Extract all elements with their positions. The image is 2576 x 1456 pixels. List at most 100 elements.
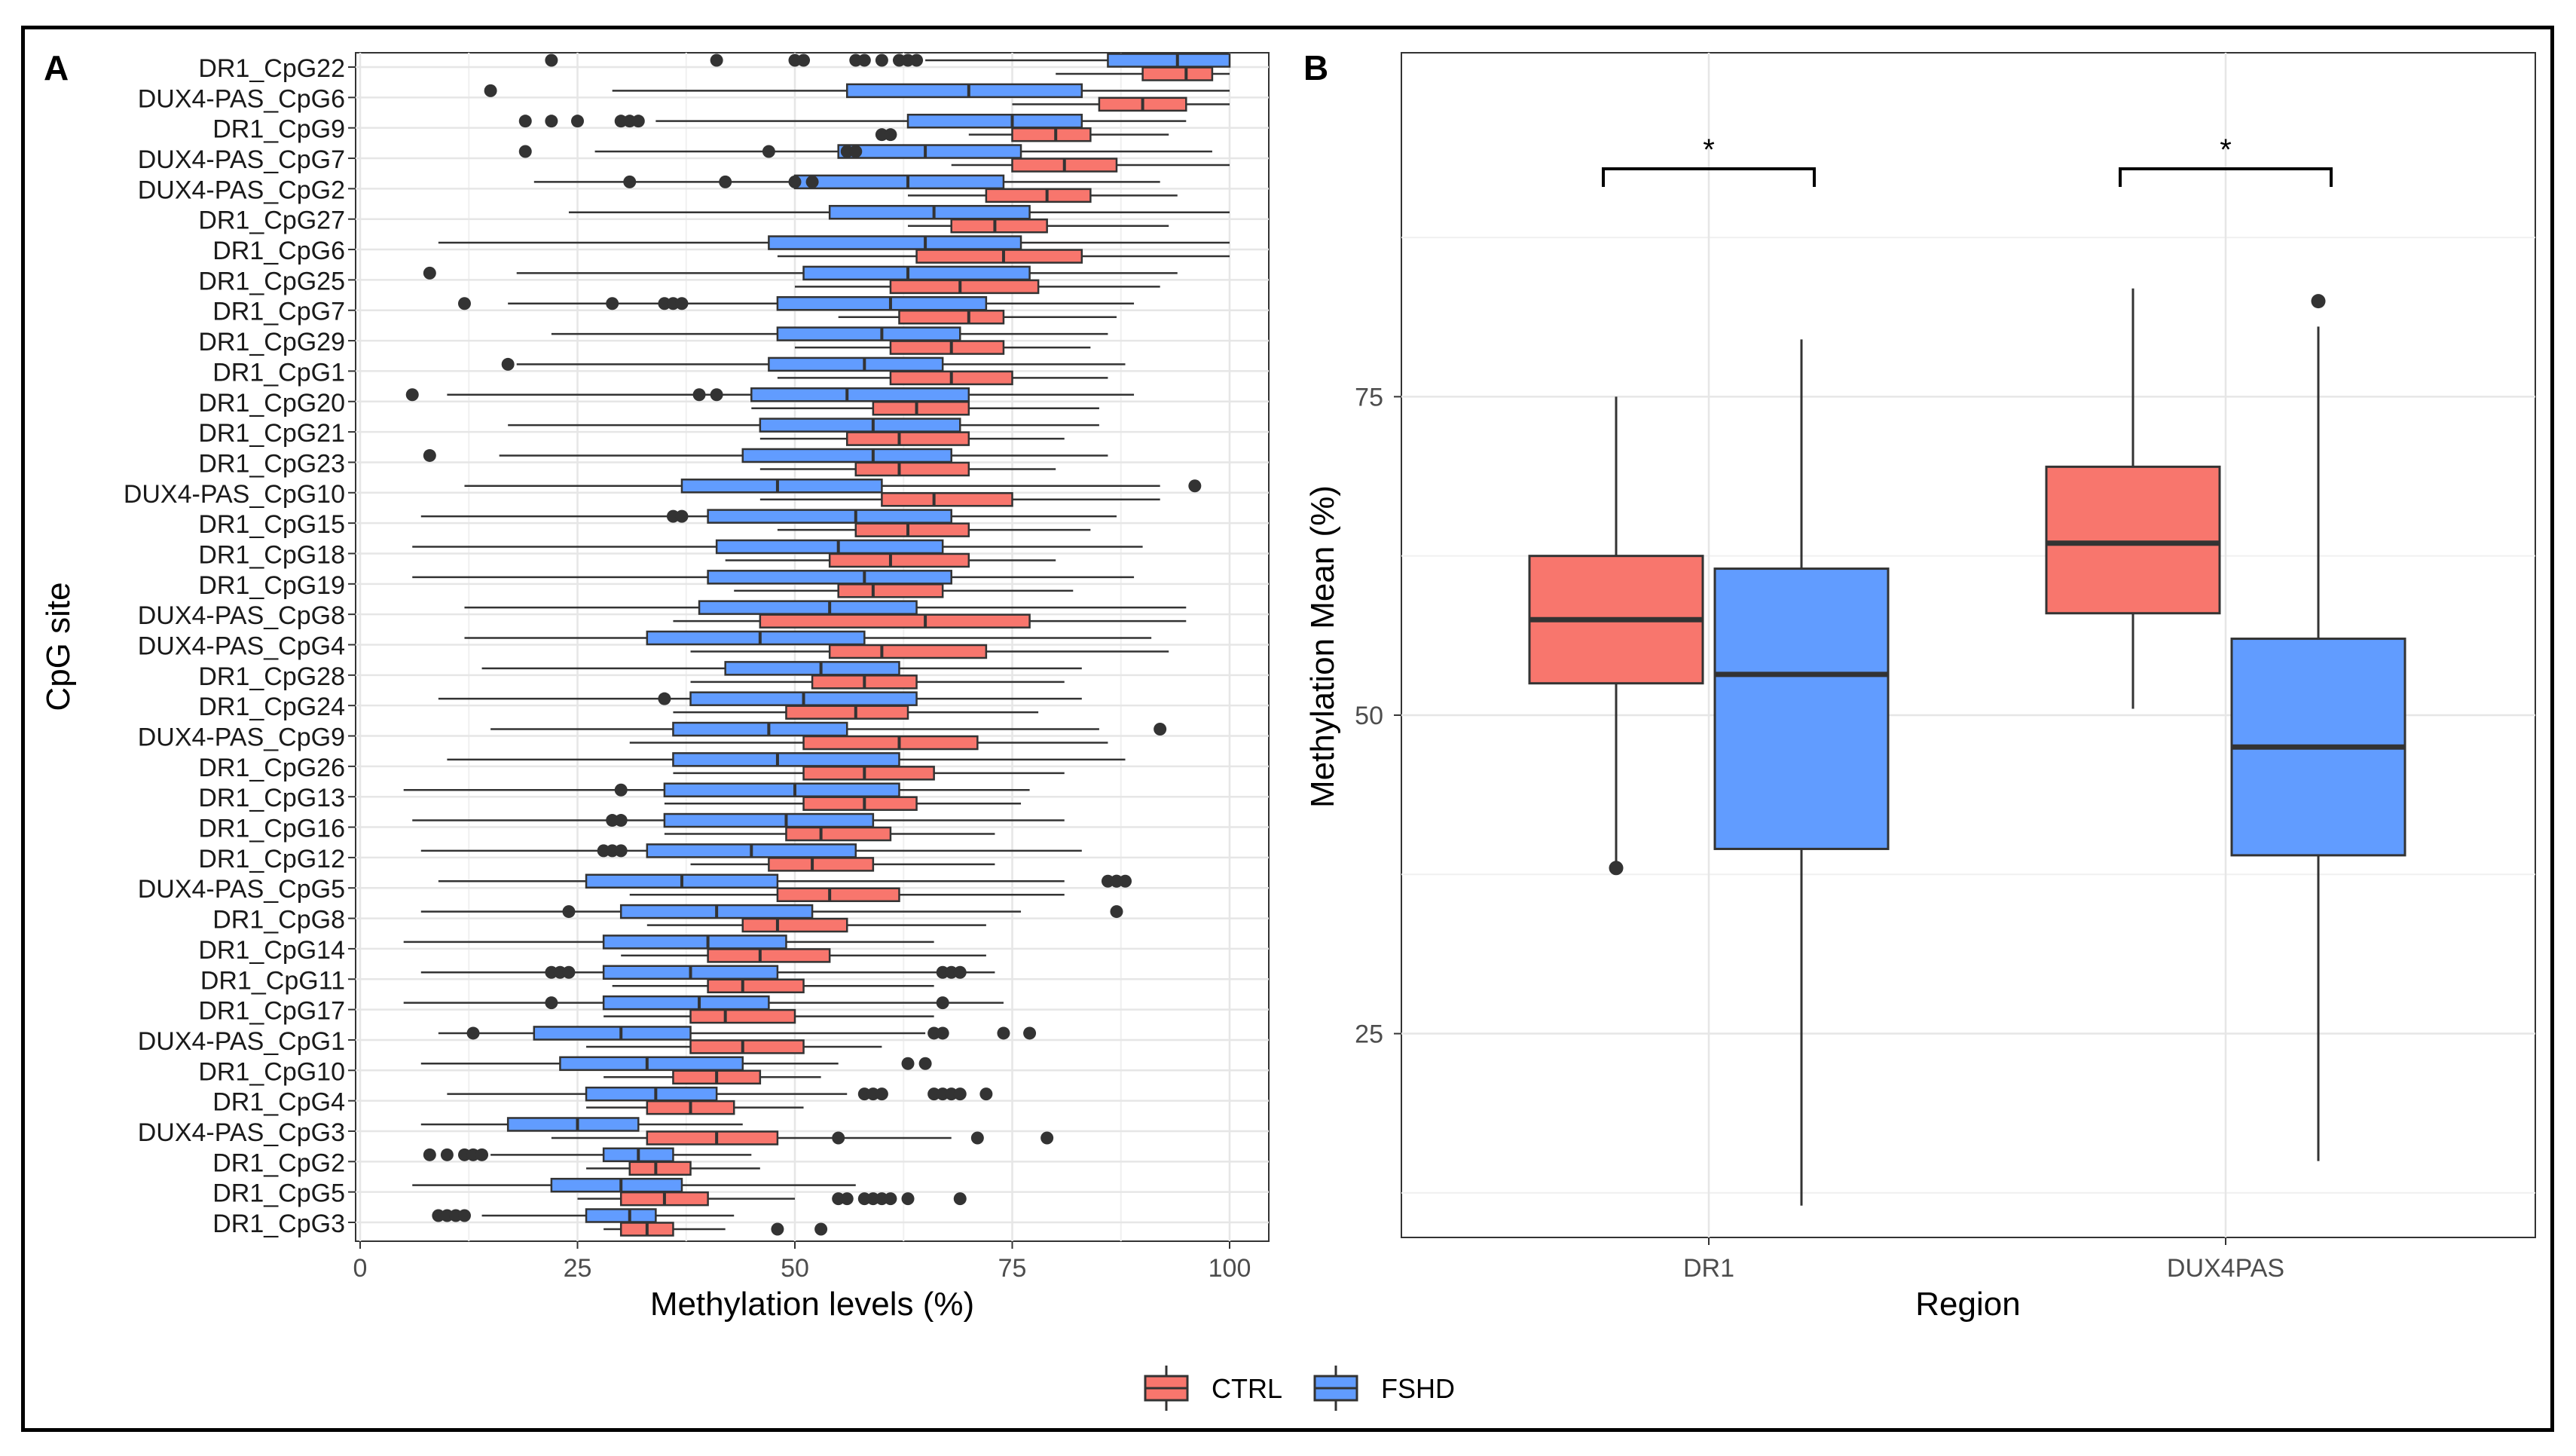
box-body — [533, 1026, 692, 1041]
box-dux4-pas-cpg7-ctrl — [951, 158, 1230, 173]
outlier-point — [1154, 723, 1167, 736]
outlier-point — [1110, 905, 1123, 919]
outlier-point — [857, 54, 871, 67]
legend-label-ctrl: CTRL — [1212, 1373, 1282, 1404]
box-body — [672, 721, 848, 737]
box-dr1-cpg5-fshd — [412, 1177, 856, 1193]
box-body — [585, 1208, 657, 1223]
outlier-point — [1023, 1026, 1037, 1040]
x-tick-label: 50 — [781, 1254, 809, 1283]
box-dr1-cpg20-fshd — [405, 387, 1135, 402]
site-label-dr1-cpg17: DR1_CpG17 — [198, 997, 345, 1026]
site-label-dr1-cpg27: DR1_CpG27 — [198, 206, 345, 235]
outlier-point — [936, 996, 949, 1010]
box-body — [802, 766, 935, 781]
box-dr1-cpg5-ctrl — [577, 1191, 967, 1207]
box-dr1-cpg21-fshd — [508, 418, 1099, 433]
site-label-dux4-pas-cpg8: DUX4-PAS_CpG8 — [138, 601, 345, 630]
box-dr1-cpg3-ctrl — [604, 1222, 828, 1237]
box-dux4-pas-cpg4-ctrl — [690, 644, 1169, 659]
outlier-point — [710, 388, 723, 402]
box-body — [802, 735, 979, 751]
site-label-dr1-cpg21: DR1_CpG21 — [198, 419, 345, 448]
outlier-point — [953, 1192, 967, 1206]
outlier-point — [884, 1192, 897, 1206]
box-body — [985, 188, 1092, 203]
box-dr1-cpg24-ctrl — [673, 705, 1039, 720]
outlier-point — [762, 145, 775, 158]
box-dr1-cpg11-ctrl — [612, 978, 934, 994]
box-body — [837, 583, 944, 598]
box-body — [707, 570, 952, 585]
outlier-point — [675, 509, 689, 523]
site-label-dux4-pas-cpg3: DUX4-PAS_CpG3 — [138, 1118, 345, 1147]
site-label-dr1-cpg25: DR1_CpG25 — [198, 267, 345, 295]
box-dr1-cpg16-fshd — [412, 812, 1065, 828]
outlier-point — [710, 54, 723, 67]
outlier-point — [518, 145, 532, 158]
box-body — [828, 644, 988, 659]
outlier-point — [658, 692, 671, 705]
outlier-point — [457, 1209, 471, 1222]
box-body — [628, 1161, 692, 1176]
outlier-point — [571, 115, 584, 128]
box-dr1-cpg18-ctrl — [725, 552, 1056, 568]
outlier-point — [614, 814, 628, 827]
site-label-dr1-cpg10: DR1_CpG10 — [198, 1057, 345, 1086]
box-body — [506, 1117, 640, 1132]
outlier-point — [501, 357, 515, 371]
panel-b-label: B — [1303, 48, 1328, 87]
outlier-point — [997, 1026, 1010, 1040]
box-dux4-pas-cpg3-fshd — [420, 1117, 743, 1132]
outlier-point — [884, 128, 897, 142]
box-body — [776, 326, 961, 341]
site-label-dux4-pas-cpg10: DUX4-PAS_CpG10 — [124, 480, 345, 509]
box-dr1-cpg29-fshd — [551, 326, 1108, 341]
outlier-point — [405, 388, 419, 402]
box-body — [759, 418, 961, 433]
panel-a-x-ticks: 0 25 50 75 100 — [353, 1241, 1251, 1283]
box-body — [768, 857, 875, 872]
x-tick-label: 0 — [353, 1254, 368, 1283]
outlier-point — [423, 266, 436, 280]
panel-a: A DR1_CpG22DUX4-PAS_CpG6DR1_CpG9DUX4-PAS… — [40, 48, 1270, 1323]
outlier-point — [545, 115, 558, 128]
outlier-point — [518, 115, 532, 128]
outlier-point — [623, 175, 637, 188]
outlier-point — [606, 297, 619, 310]
site-label-dr1-cpg24: DR1_CpG24 — [198, 693, 345, 721]
site-label-dr1-cpg11: DR1_CpG11 — [200, 966, 345, 995]
box-dr1-cpg4-ctrl — [586, 1100, 804, 1115]
outlier-point — [918, 1057, 932, 1070]
box-dux4-pas-cpg10-fshd — [464, 479, 1202, 494]
box-dr1-cpg22-fshd — [545, 53, 1231, 68]
box-dr1-cpg17-fshd — [403, 995, 1004, 1011]
site-label-dr1-cpg29: DR1_CpG29 — [198, 328, 345, 356]
box-dr1-cpg10-ctrl — [604, 1069, 821, 1085]
outlier-point — [797, 54, 811, 67]
box-dr1-cpg9-fshd — [518, 113, 1187, 129]
box-body — [559, 1056, 744, 1072]
outlier-point — [910, 54, 924, 67]
box-body — [1141, 66, 1214, 81]
y-tick-label: 25 — [1355, 1020, 1383, 1049]
box-body — [602, 995, 770, 1011]
significance-star-dr1: * — [1703, 133, 1715, 167]
box-body — [785, 826, 892, 842]
panel-a-boxes — [403, 53, 1231, 1237]
box-body — [845, 431, 970, 446]
box-body — [802, 265, 1031, 281]
significance-bracket-dr1 — [1602, 167, 1816, 187]
box-body — [828, 552, 970, 568]
box-body — [663, 782, 900, 797]
box-dr1-cpg27-fshd — [568, 204, 1230, 220]
box-body — [663, 812, 875, 828]
site-label-dr1-cpg2: DR1_CpG2 — [212, 1149, 345, 1177]
box-body — [707, 509, 952, 524]
box-dux4-pas-cpg6-ctrl — [1012, 96, 1230, 112]
outlier-point — [614, 844, 628, 858]
outlier-point — [614, 783, 628, 797]
box-dr1-cpg2-fshd — [423, 1147, 752, 1163]
